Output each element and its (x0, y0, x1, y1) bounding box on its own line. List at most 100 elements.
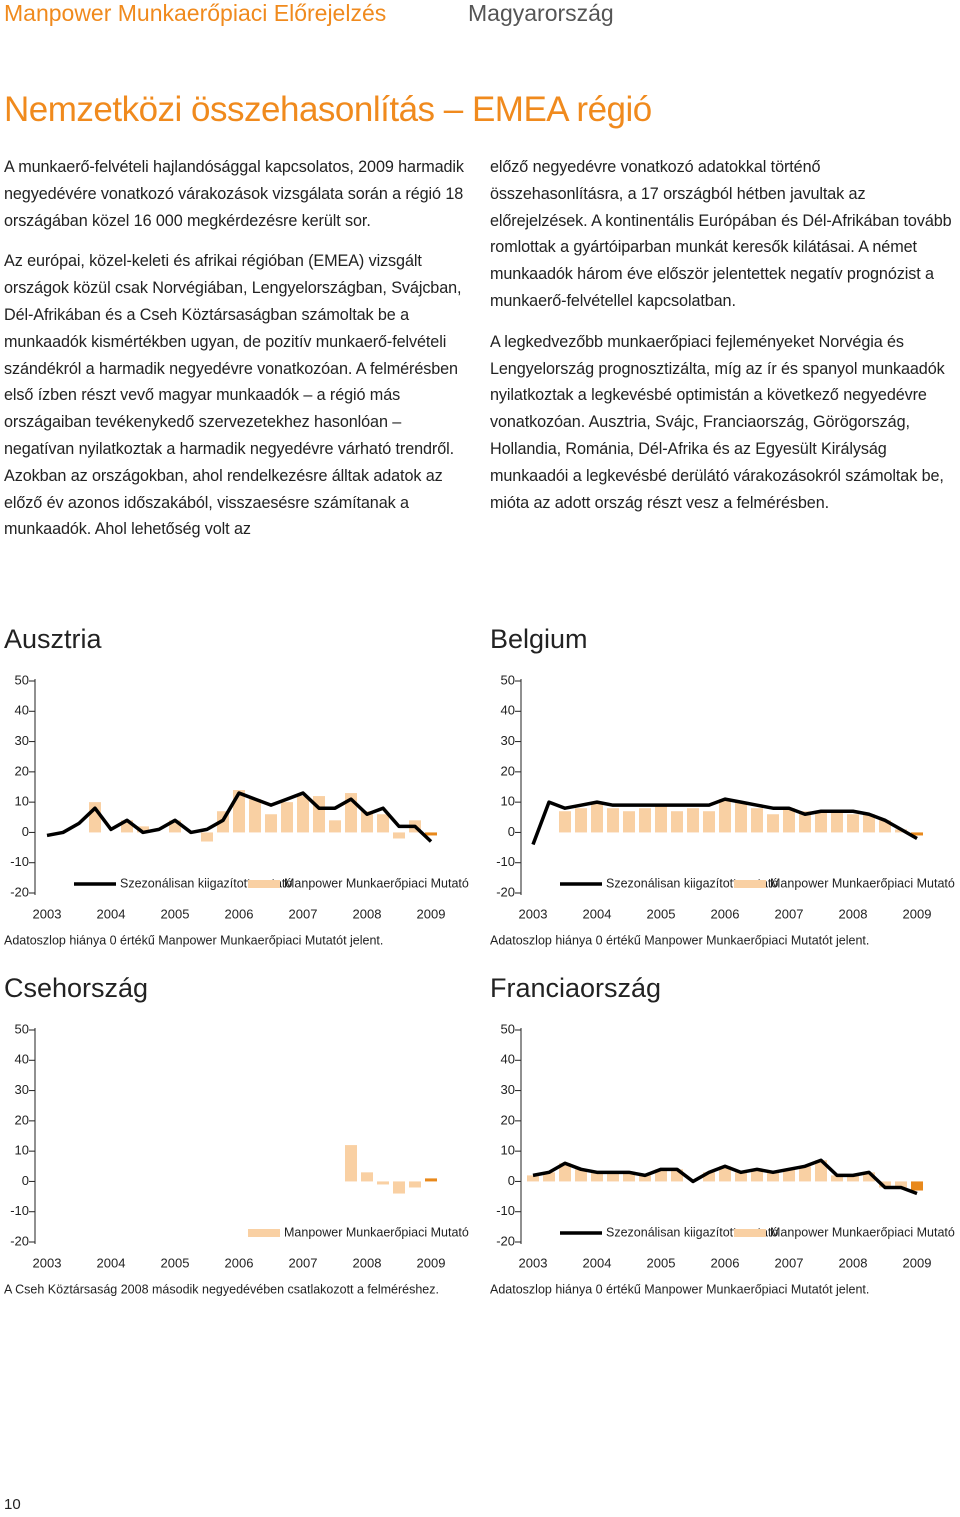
bar (719, 1166, 731, 1182)
bar (559, 811, 571, 833)
y-tick-label: 30 (15, 1082, 29, 1097)
bar (297, 796, 309, 833)
bar (911, 1181, 923, 1191)
y-tick-label: 0 (508, 824, 515, 839)
brand: Manpower Munkaerőpiaci Előrejelzés (4, 0, 387, 26)
y-tick-label: 20 (15, 1112, 29, 1127)
y-tick-label: 20 (15, 763, 29, 778)
x-tick-label: 2009 (417, 1255, 446, 1270)
x-tick-label: 2004 (97, 1255, 126, 1270)
bar (559, 1163, 571, 1182)
bar (623, 1172, 635, 1182)
x-tick-label: 2003 (33, 1255, 62, 1270)
bar (863, 814, 875, 833)
bar (751, 1169, 763, 1182)
y-tick-label: -20 (10, 884, 29, 899)
bar (361, 1172, 373, 1182)
paragraph: Az európai, közel-keleti és afrikai régi… (4, 252, 462, 539)
y-tick-label: -10 (10, 854, 29, 869)
bar (265, 814, 277, 833)
bar (687, 808, 699, 833)
x-tick-label: 2007 (289, 906, 318, 921)
bar (655, 805, 667, 833)
x-tick-label: 2004 (583, 906, 612, 921)
x-tick-label: 2007 (289, 1255, 318, 1270)
y-tick-label: 50 (15, 1021, 29, 1036)
y-tick-label: -10 (496, 854, 515, 869)
y-tick-label: -20 (496, 884, 515, 899)
bar (393, 1181, 405, 1194)
bar (345, 1145, 357, 1182)
legend-swatch (248, 880, 280, 888)
x-tick-label: 2005 (161, 1255, 190, 1270)
bar (655, 1169, 667, 1182)
y-tick-label: 50 (501, 672, 515, 687)
left-column: A munkaerő-felvételi hajlandósággal kapc… (4, 154, 472, 557)
legend-label: Manpower Munkaerőpiaci Mutató (770, 876, 955, 890)
y-tick-label: 50 (15, 672, 29, 687)
chart-title: Belgium (490, 624, 588, 654)
x-tick-label: 2008 (839, 906, 868, 921)
y-tick-label: 40 (15, 703, 29, 718)
x-tick-label: 2003 (33, 906, 62, 921)
chart-note: Adatoszlop hiánya 0 értékű Manpower Munk… (4, 933, 383, 947)
paragraph: A legkedvezőbb munkaerőpiaci fejlemények… (490, 332, 945, 512)
legend-swatch (734, 880, 766, 888)
y-tick-label: 30 (501, 1082, 515, 1097)
legend-label: Manpower Munkaerőpiaci Mutató (284, 1225, 469, 1239)
bar (847, 814, 859, 833)
y-tick-label: -20 (10, 1233, 29, 1248)
bar (767, 814, 779, 833)
y-tick-label: 40 (15, 1052, 29, 1067)
chart-title: Franciaország (490, 973, 661, 1003)
right-column: előző negyedévre vonatkozó adatokkal tör… (490, 154, 952, 530)
bar (863, 1172, 875, 1182)
y-tick-label: 20 (501, 1112, 515, 1127)
x-tick-label: 2006 (711, 1255, 740, 1270)
bar (799, 811, 811, 833)
x-tick-label: 2003 (519, 906, 548, 921)
x-tick-label: 2009 (903, 906, 932, 921)
x-tick-label: 2004 (97, 906, 126, 921)
bar (719, 799, 731, 833)
bar (639, 808, 651, 833)
y-tick-label: 0 (508, 1173, 515, 1188)
bar (847, 1175, 859, 1182)
bar (377, 814, 389, 833)
x-tick-label: 2006 (225, 906, 254, 921)
y-tick-label: 40 (501, 1052, 515, 1067)
bar (377, 1181, 389, 1185)
bar (393, 832, 405, 839)
x-tick-label: 2007 (775, 1255, 804, 1270)
bar (329, 820, 341, 833)
y-tick-label: -10 (496, 1203, 515, 1218)
legend-label: Manpower Munkaerőpiaci Mutató (770, 1225, 955, 1239)
bar (735, 802, 747, 833)
bar (815, 1160, 827, 1182)
chart-title: Ausztria (4, 624, 103, 654)
x-tick-label: 2006 (225, 1255, 254, 1270)
legend-swatch (248, 1229, 280, 1237)
bar (767, 1172, 779, 1182)
bar (831, 811, 843, 833)
bar (895, 1181, 907, 1188)
bar (425, 1178, 437, 1182)
bar (137, 826, 149, 833)
bar (591, 1172, 603, 1182)
y-tick-label: 50 (501, 1021, 515, 1036)
bar (639, 1175, 651, 1182)
bar (425, 832, 437, 836)
line (531, 797, 918, 846)
legend-swatch (734, 1229, 766, 1237)
bar (249, 799, 261, 833)
bar (623, 811, 635, 833)
bar (607, 808, 619, 833)
paragraph: előző negyedévre vonatkozó adatokkal tör… (490, 158, 952, 310)
bar (591, 802, 603, 833)
bar (527, 1175, 539, 1182)
x-tick-label: 2006 (711, 906, 740, 921)
y-tick-label: 30 (501, 733, 515, 748)
y-tick-label: 10 (501, 794, 515, 809)
